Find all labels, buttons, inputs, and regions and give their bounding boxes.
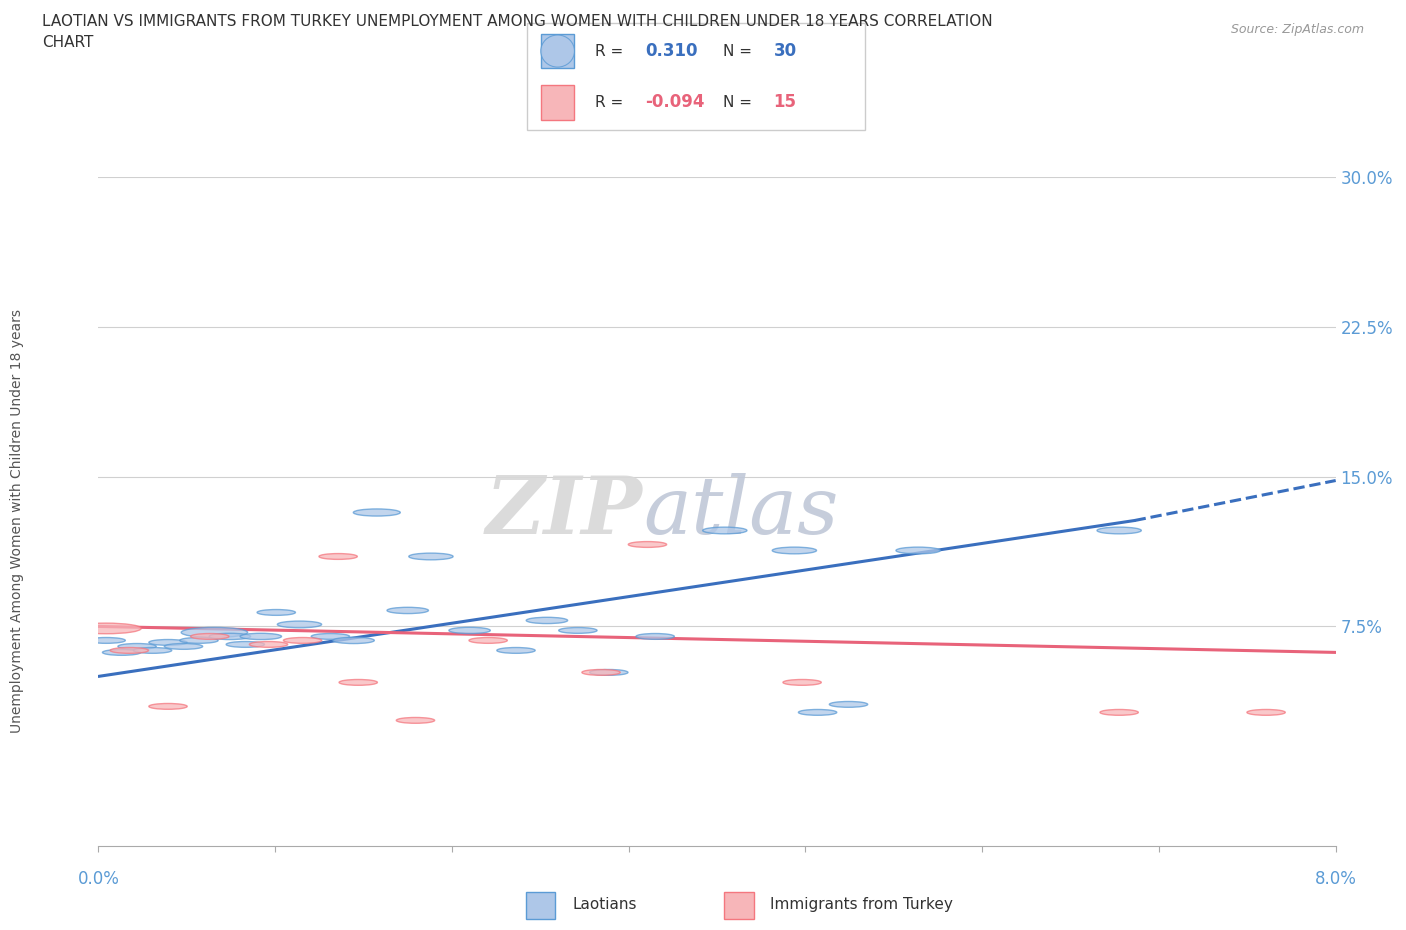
Ellipse shape: [703, 527, 747, 534]
Ellipse shape: [799, 710, 837, 715]
Bar: [724, 892, 754, 919]
Ellipse shape: [449, 628, 491, 633]
Ellipse shape: [783, 680, 821, 685]
Ellipse shape: [249, 642, 288, 647]
Ellipse shape: [226, 642, 264, 647]
Text: Unemployment Among Women with Children Under 18 years: Unemployment Among Women with Children U…: [10, 309, 24, 733]
Ellipse shape: [896, 547, 941, 554]
Ellipse shape: [526, 618, 568, 624]
Ellipse shape: [284, 638, 322, 644]
Ellipse shape: [103, 649, 141, 656]
Ellipse shape: [180, 638, 218, 644]
Ellipse shape: [165, 644, 202, 649]
Ellipse shape: [72, 623, 141, 633]
Ellipse shape: [181, 628, 247, 637]
Ellipse shape: [396, 717, 434, 724]
Ellipse shape: [1097, 527, 1142, 534]
Bar: [541, 86, 575, 120]
Text: Source: ZipAtlas.com: Source: ZipAtlas.com: [1230, 23, 1364, 36]
Text: R =: R =: [595, 44, 628, 59]
Ellipse shape: [589, 670, 628, 675]
Text: 0.310: 0.310: [645, 42, 697, 60]
Ellipse shape: [470, 638, 508, 644]
Text: N =: N =: [723, 44, 756, 59]
Ellipse shape: [558, 628, 598, 633]
Text: 15: 15: [773, 93, 797, 112]
Text: 0.0%: 0.0%: [77, 870, 120, 888]
Ellipse shape: [409, 553, 453, 560]
Ellipse shape: [628, 541, 666, 548]
Ellipse shape: [257, 609, 295, 616]
Text: R =: R =: [595, 95, 628, 110]
Ellipse shape: [541, 35, 575, 67]
Ellipse shape: [110, 647, 149, 653]
Text: 30: 30: [773, 42, 797, 60]
Ellipse shape: [387, 607, 429, 614]
Ellipse shape: [149, 640, 187, 645]
Ellipse shape: [134, 647, 172, 653]
Ellipse shape: [339, 680, 377, 685]
Text: Laotians: Laotians: [572, 897, 637, 912]
Ellipse shape: [582, 670, 620, 675]
Ellipse shape: [772, 547, 817, 554]
Ellipse shape: [830, 701, 868, 708]
Ellipse shape: [209, 633, 250, 640]
Ellipse shape: [353, 509, 401, 516]
Bar: [541, 33, 575, 68]
Text: LAOTIAN VS IMMIGRANTS FROM TURKEY UNEMPLOYMENT AMONG WOMEN WITH CHILDREN UNDER 1: LAOTIAN VS IMMIGRANTS FROM TURKEY UNEMPL…: [42, 14, 993, 29]
Ellipse shape: [87, 638, 125, 644]
Bar: [526, 892, 555, 919]
Ellipse shape: [333, 637, 374, 644]
Ellipse shape: [311, 633, 350, 639]
Ellipse shape: [1247, 710, 1285, 715]
Ellipse shape: [118, 644, 156, 649]
Text: CHART: CHART: [42, 35, 94, 50]
Ellipse shape: [319, 553, 357, 559]
Ellipse shape: [277, 621, 322, 628]
Text: ZIP: ZIP: [486, 472, 643, 551]
Ellipse shape: [240, 633, 281, 640]
Text: Immigrants from Turkey: Immigrants from Turkey: [770, 897, 953, 912]
Ellipse shape: [191, 633, 229, 639]
FancyBboxPatch shape: [527, 23, 865, 130]
Ellipse shape: [496, 647, 536, 653]
Ellipse shape: [149, 703, 187, 710]
Text: -0.094: -0.094: [645, 93, 704, 112]
Text: N =: N =: [723, 95, 756, 110]
Ellipse shape: [636, 633, 675, 639]
Ellipse shape: [1099, 710, 1139, 715]
Text: atlas: atlas: [643, 472, 838, 551]
Text: 8.0%: 8.0%: [1315, 870, 1357, 888]
